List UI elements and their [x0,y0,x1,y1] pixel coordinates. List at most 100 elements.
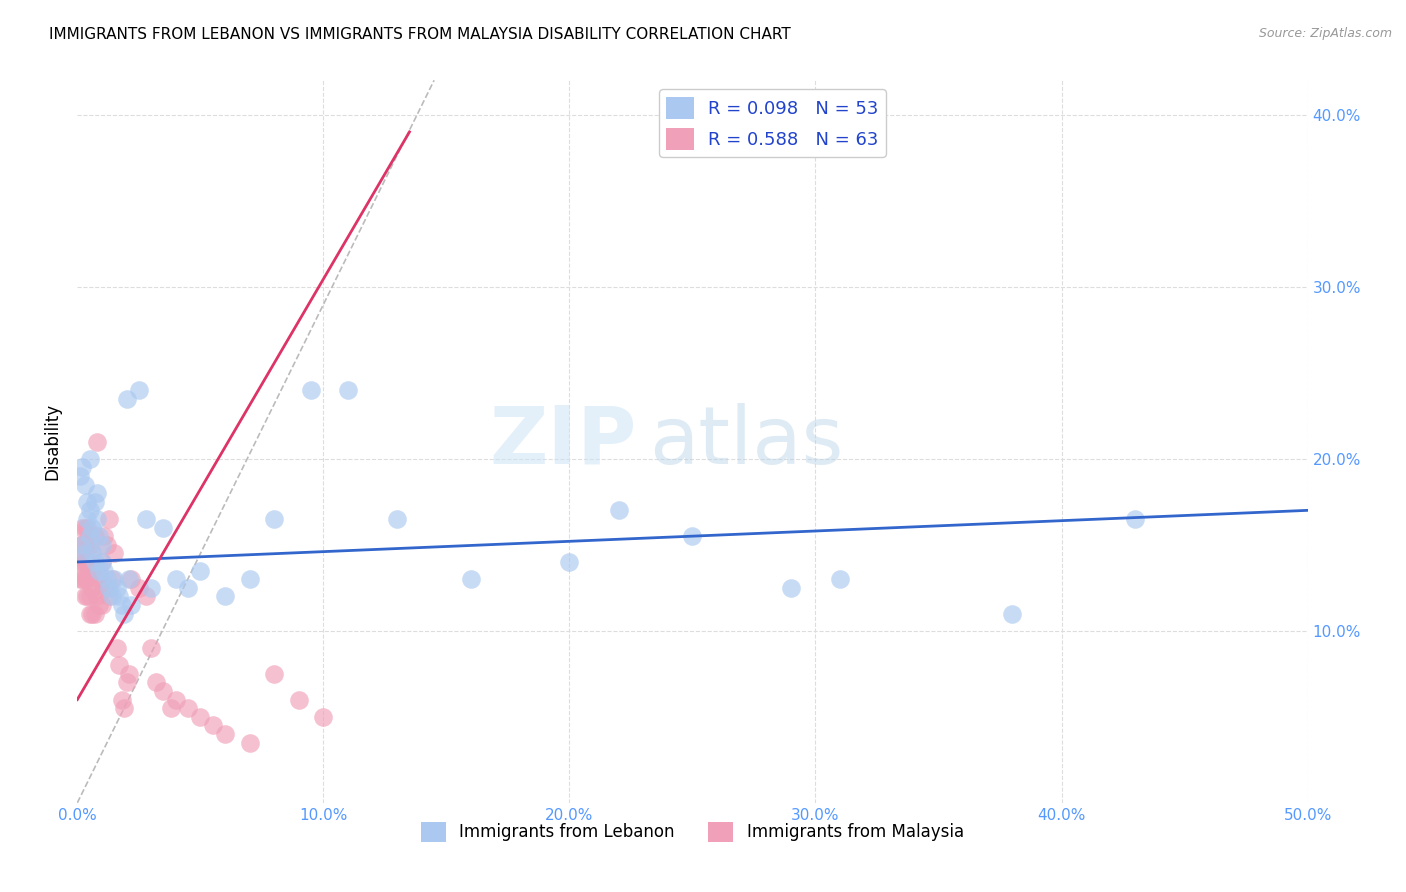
Point [93,581,115,595]
Point [288,692,311,706]
Point [76,494,98,508]
Point [263,666,285,681]
Point [90,598,114,612]
Point [337,383,360,397]
Point [111,598,132,612]
Point [79,538,101,552]
Point [177,701,200,715]
Point [607,503,630,517]
Point [177,581,200,595]
Point [121,598,143,612]
Point [93,529,115,543]
Point [70,555,93,569]
Point [96,581,118,595]
Point [98,581,121,595]
Point [101,572,124,586]
Point [558,555,581,569]
Point [128,581,150,595]
Point [460,572,482,586]
Point [86,512,108,526]
Point [69,572,91,586]
Point [1001,607,1024,621]
Point [105,581,128,595]
Point [89,564,111,578]
Point [70,520,93,534]
Point [73,546,96,560]
Point [83,607,105,621]
Point [239,735,262,749]
Point [118,666,141,681]
Point [76,512,98,526]
Point [79,607,101,621]
Text: IMMIGRANTS FROM LEBANON VS IMMIGRANTS FROM MALAYSIA DISABILITY CORRELATION CHART: IMMIGRANTS FROM LEBANON VS IMMIGRANTS FR… [49,27,792,42]
Point [103,546,125,560]
Point [112,607,135,621]
Point [115,392,138,406]
Point [90,555,114,569]
Point [83,555,105,569]
Point [96,572,118,586]
Point [312,710,335,724]
Point [115,675,138,690]
Point [128,383,150,397]
Point [69,538,91,552]
Point [201,718,224,732]
Point [239,572,262,586]
Point [682,529,704,543]
Point [82,546,104,560]
Text: ZIP: ZIP [489,402,637,481]
Point [108,658,131,673]
Point [86,564,108,578]
Point [89,572,111,586]
Point [76,555,98,569]
Point [79,564,101,578]
Point [780,581,803,595]
Y-axis label: Disability: Disability [44,403,62,480]
Point [69,469,91,483]
Point [108,590,131,604]
Point [70,538,93,552]
Point [385,512,409,526]
Point [89,529,111,543]
Point [83,572,105,586]
Point [214,727,236,741]
Point [141,640,163,655]
Point [96,538,118,552]
Point [76,590,98,604]
Point [118,572,141,586]
Legend: Immigrants from Lebanon, Immigrants from Malaysia: Immigrants from Lebanon, Immigrants from… [415,815,970,848]
Point [73,555,96,569]
Point [82,607,104,621]
Point [79,503,101,517]
Point [112,701,135,715]
Point [135,512,157,526]
Point [82,520,104,534]
Point [73,477,96,491]
Point [141,581,163,595]
Point [79,590,101,604]
Point [73,538,96,552]
Point [76,520,98,534]
Point [90,538,114,552]
Point [830,572,852,586]
Point [70,460,93,475]
Point [89,598,111,612]
Point [135,590,157,604]
Point [152,684,174,698]
Point [79,451,101,466]
Point [98,512,121,526]
Point [86,434,108,449]
Point [73,572,96,586]
Point [82,546,104,560]
Point [83,494,105,508]
Point [86,590,108,604]
Point [263,512,285,526]
Point [86,486,108,500]
Point [214,590,236,604]
Text: Source: ZipAtlas.com: Source: ZipAtlas.com [1258,27,1392,40]
Point [165,572,187,586]
Point [93,564,115,578]
Point [73,520,96,534]
Point [69,555,91,569]
Point [121,572,143,586]
